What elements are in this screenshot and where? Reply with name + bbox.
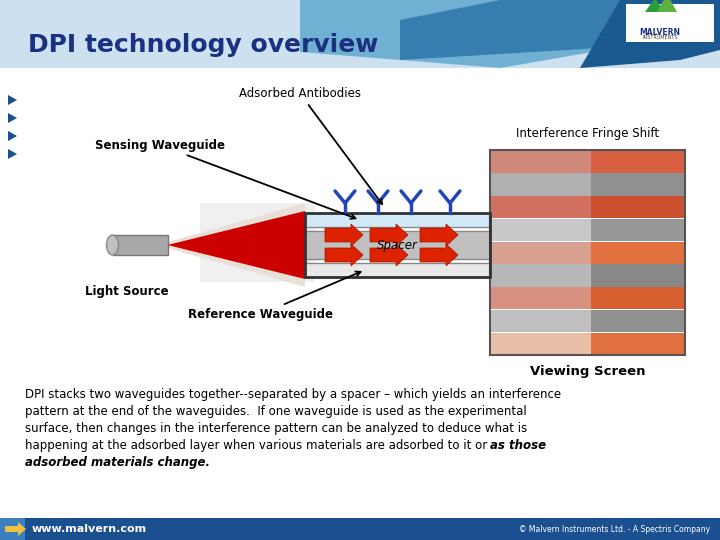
Bar — [112, 235, 168, 255]
Text: as those: as those — [490, 439, 546, 452]
Text: www.malvern.com: www.malvern.com — [32, 524, 147, 534]
Polygon shape — [8, 131, 17, 141]
Polygon shape — [580, 0, 720, 68]
Text: Reference Waveguide: Reference Waveguide — [187, 272, 361, 321]
Bar — [626, 4, 714, 42]
Bar — [591, 196, 685, 218]
Text: surface, then changes in the interference pattern can be analyzed to deduce what: surface, then changes in the interferenc… — [25, 422, 527, 435]
Text: Interference Fringe Shift: Interference Fringe Shift — [516, 127, 659, 140]
Text: Light Source: Light Source — [85, 285, 168, 298]
Text: MALVERN: MALVERN — [639, 28, 680, 37]
Polygon shape — [420, 244, 458, 266]
Polygon shape — [158, 203, 305, 287]
Text: DPI technology overview: DPI technology overview — [28, 33, 379, 57]
Polygon shape — [0, 518, 25, 540]
Text: Sensing Waveguide: Sensing Waveguide — [95, 138, 356, 219]
Text: INSTRUMENTS: INSTRUMENTS — [642, 35, 678, 40]
Bar — [490, 151, 591, 173]
Polygon shape — [370, 224, 408, 246]
Polygon shape — [168, 211, 305, 279]
Polygon shape — [657, 0, 677, 12]
Polygon shape — [8, 113, 17, 123]
Polygon shape — [325, 224, 363, 246]
Ellipse shape — [107, 235, 119, 255]
Bar — [490, 219, 591, 241]
Bar — [305, 213, 490, 277]
Polygon shape — [400, 0, 720, 60]
Bar — [490, 150, 685, 355]
Text: DPI stacks two waveguides together--separated by a spacer – which yields an inte: DPI stacks two waveguides together--sepa… — [25, 388, 561, 401]
Polygon shape — [8, 95, 17, 105]
Bar — [0, 518, 720, 540]
Bar — [490, 241, 591, 264]
Bar — [591, 173, 685, 195]
Bar — [490, 333, 591, 355]
Bar — [591, 287, 685, 309]
Polygon shape — [8, 149, 17, 159]
Bar — [490, 287, 591, 309]
Text: Viewing Screen: Viewing Screen — [530, 365, 645, 378]
Polygon shape — [645, 0, 665, 12]
Bar — [591, 151, 685, 173]
Bar — [490, 196, 591, 218]
Polygon shape — [5, 522, 26, 536]
Bar — [591, 310, 685, 332]
Bar — [490, 173, 591, 195]
Bar — [490, 310, 591, 332]
Text: adsorbed materials change.: adsorbed materials change. — [25, 456, 210, 469]
Text: Adsorbed Antibodies: Adsorbed Antibodies — [239, 87, 382, 204]
Bar — [591, 333, 685, 355]
Bar — [591, 265, 685, 287]
Bar — [0, 0, 720, 68]
Polygon shape — [420, 224, 458, 246]
Text: happening at the adsorbed layer when various materials are adsorbed to it or: happening at the adsorbed layer when var… — [25, 439, 491, 452]
Polygon shape — [300, 0, 720, 68]
Text: Spacer: Spacer — [377, 239, 418, 252]
Bar — [591, 241, 685, 264]
Bar — [200, 203, 315, 282]
Polygon shape — [325, 244, 363, 266]
Bar — [490, 265, 591, 287]
Text: © Malvern Instruments Ltd. - A Spectris Company: © Malvern Instruments Ltd. - A Spectris … — [519, 524, 710, 534]
Bar — [591, 219, 685, 241]
Bar — [305, 263, 490, 277]
Bar — [305, 231, 490, 259]
Bar — [305, 213, 490, 227]
Polygon shape — [370, 244, 408, 266]
Text: pattern at the end of the waveguides.  If one waveguide is used as the experimen: pattern at the end of the waveguides. If… — [25, 405, 527, 418]
